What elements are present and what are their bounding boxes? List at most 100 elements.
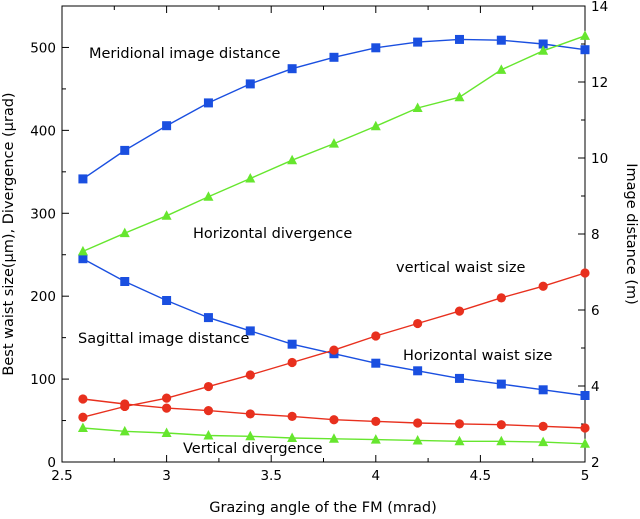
y2-tick-label: 4	[591, 379, 600, 395]
data-point	[496, 64, 507, 74]
data-point	[413, 318, 423, 329]
data-point	[78, 174, 88, 184]
data-point	[454, 34, 464, 44]
y2-tick-label: 12	[591, 75, 608, 91]
data-point	[203, 191, 214, 201]
data-point	[245, 370, 255, 380]
x-tick-label: 4	[372, 468, 381, 484]
series-horizontal-waist-size	[78, 394, 590, 433]
annotation-horizontal-waist-size: Horizontal waist size	[403, 348, 552, 364]
data-point	[538, 421, 548, 431]
data-point	[77, 422, 88, 433]
data-point	[580, 391, 590, 400]
data-point	[162, 296, 172, 305]
data-point	[371, 43, 381, 53]
annotation-meridional-image-distance: Meridional image distance	[89, 46, 281, 62]
y2-tick-label: 14	[591, 0, 608, 15]
data-point	[329, 345, 339, 355]
data-point	[371, 416, 381, 426]
data-point	[161, 427, 172, 437]
data-point	[203, 429, 214, 440]
data-point	[245, 326, 255, 336]
data-point	[245, 79, 255, 89]
data-point	[119, 425, 130, 436]
data-point	[162, 393, 172, 403]
x-axis-label: Grazing angle of the FM (mrad)	[209, 500, 437, 516]
y-tick-label: 400	[30, 123, 56, 139]
annotation-horizontal-divergence: Horizontal divergence	[193, 226, 352, 242]
annotation-vertical-divergence: Vertical divergence	[183, 441, 323, 457]
x-tick-label: 3.5	[260, 468, 281, 484]
data-point	[287, 64, 297, 74]
data-point	[580, 45, 590, 55]
data-point	[538, 281, 548, 291]
annotation-vertical-waist-size: vertical waist size	[396, 260, 525, 276]
annotation-sagittal-image-distance: Sagittal image distance	[78, 331, 250, 347]
data-point	[538, 385, 548, 395]
series-meridional-image-distance	[78, 34, 590, 184]
y2-tick-label: 10	[591, 151, 608, 167]
data-point	[580, 30, 590, 40]
data-point	[413, 366, 423, 376]
data-point	[287, 411, 297, 421]
x-tick-label: 2.5	[51, 468, 72, 484]
y-tick-label: 300	[30, 206, 56, 222]
data-point	[454, 306, 465, 316]
data-point	[120, 399, 130, 409]
y2-tick-label: 6	[591, 303, 600, 319]
data-point	[413, 418, 423, 428]
data-point	[538, 436, 549, 447]
data-point	[245, 430, 256, 441]
data-point	[203, 405, 214, 416]
data-point	[496, 435, 507, 446]
data-point	[371, 358, 381, 368]
data-point	[580, 423, 590, 433]
data-point	[454, 373, 464, 383]
data-point	[78, 254, 88, 264]
y2-tick-label: 2	[591, 455, 600, 471]
data-point	[538, 45, 549, 55]
data-point	[496, 420, 506, 430]
series-horizontal-divergence	[77, 30, 590, 256]
data-point	[162, 403, 172, 413]
data-point	[580, 438, 590, 448]
data-point	[287, 432, 298, 442]
data-point	[538, 39, 548, 49]
x-tick-label: 3	[162, 468, 171, 484]
data-point	[120, 277, 130, 286]
data-point	[119, 227, 130, 238]
data-point	[203, 381, 214, 392]
data-point	[329, 52, 339, 62]
x-tick-label: 4.5	[470, 468, 491, 484]
data-point	[370, 120, 381, 131]
data-point	[496, 35, 506, 45]
data-point	[162, 121, 172, 131]
data-point	[329, 415, 339, 425]
data-point	[203, 98, 213, 108]
data-point	[120, 145, 130, 155]
data-point	[412, 102, 423, 112]
data-point	[245, 172, 256, 183]
y-tick-label: 500	[30, 40, 56, 56]
series-vertical-divergence	[77, 422, 590, 448]
data-point	[371, 331, 381, 341]
data-point	[454, 419, 465, 429]
y-tick-label: 0	[47, 455, 56, 471]
data-point	[328, 433, 339, 443]
data-point	[287, 357, 297, 368]
data-point	[77, 245, 88, 256]
series-sagittal-image-distance	[78, 254, 590, 400]
data-point	[370, 434, 381, 444]
data-point	[412, 434, 423, 445]
y-tick-label: 100	[30, 372, 56, 388]
x-tick-label: 5	[581, 468, 590, 484]
data-point	[78, 412, 88, 422]
data-point	[328, 138, 339, 148]
axis-ticks: 2.5 3 3.5 4 4.5 5 0 100 200 300 400 500 2 4 6 8 10 12 14	[30, 0, 608, 484]
y2-axis-label: Image distance (m)	[623, 163, 639, 305]
data-point	[287, 154, 298, 165]
series-line-sagittal-image-distance	[82, 258, 586, 397]
data-point	[454, 435, 465, 446]
y2-tick-label: 8	[591, 227, 600, 243]
